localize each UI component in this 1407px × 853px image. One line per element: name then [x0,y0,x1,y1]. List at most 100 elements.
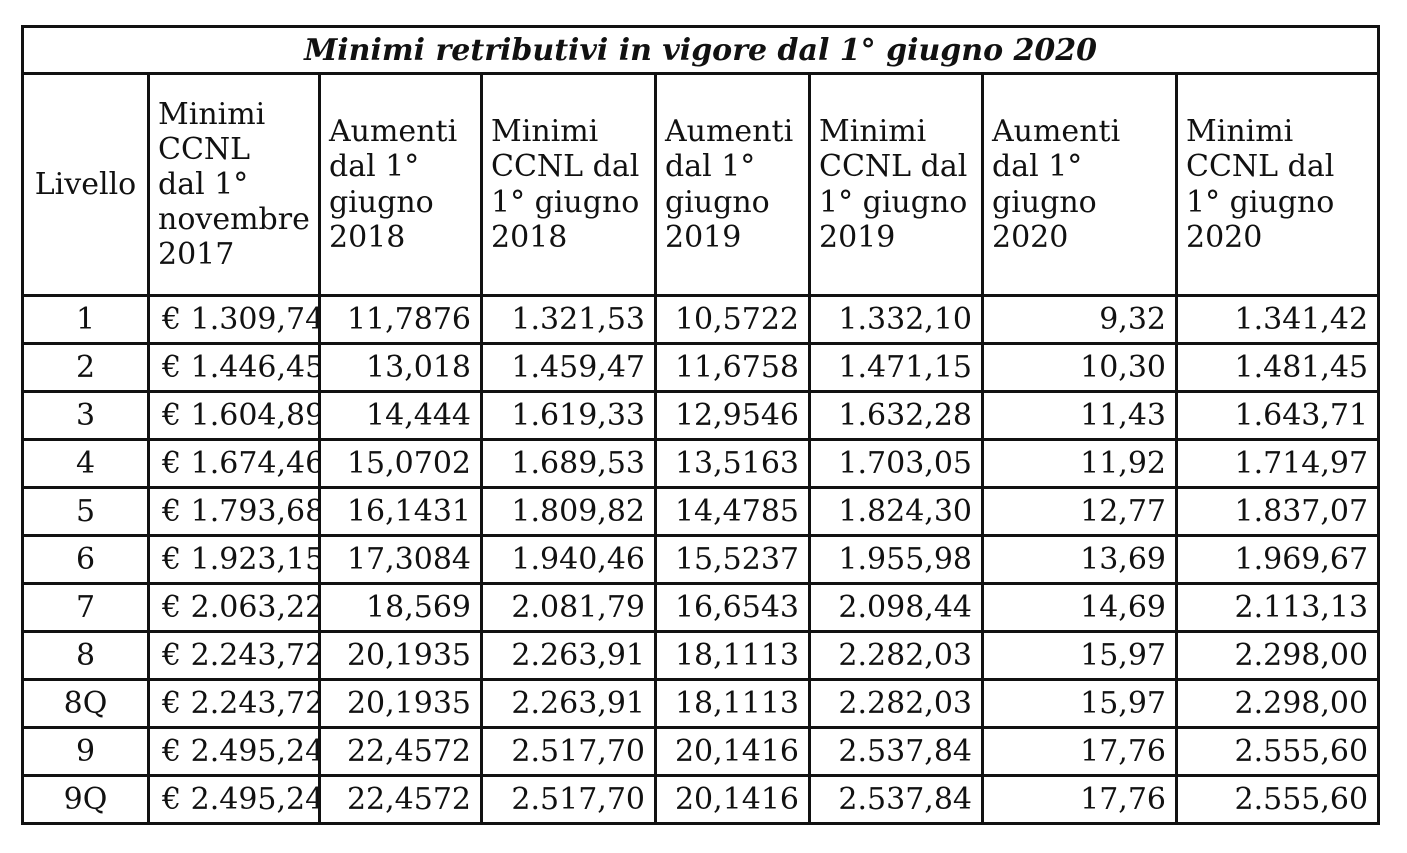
cell-minimi-2017: € 1.793,68 [147,486,321,537]
cell-minimi-2018: 1.809,82 [480,486,657,537]
cell-aumenti-2019: 20,1416 [654,726,811,777]
cell-livello: 4 [21,438,150,489]
salary-table-container: Minimi retributivi in vigore dal 1° giug… [20,25,1381,825]
cell-minimi-2019: 2.282,03 [808,630,984,681]
cell-aumenti-2020: 14,69 [981,582,1178,633]
cell-aumenti-2019: 18,1113 [654,630,811,681]
cell-aumenti-2019: 14,4785 [654,486,811,537]
cell-minimi-2020: 1.481,45 [1174,342,1381,393]
cell-aumenti-2018: 13,018 [318,342,483,393]
cell-minimi-2017: € 1.604,89 [147,390,321,441]
cell-aumenti-2020: 13,69 [981,534,1178,585]
table-row: 9Q € 2.495,24 22,4572 2.517,70 20,1416 2.537,… [21,774,1381,825]
cell-livello: 1 [21,294,150,345]
table-row: 7 € 2.063,22 18,569 2.081,79 16,6543 2.098,44… [21,582,1381,633]
table-row: 8Q € 2.243,72 20,1935 2.263,91 18,1113 2.282,… [21,678,1381,729]
cell-minimi-2017: € 1.309,74 [147,294,321,345]
cell-minimi-2018: 2.081,79 [480,582,657,633]
cell-aumenti-2019: 15,5237 [654,534,811,585]
cell-livello: 9Q [21,774,150,825]
cell-livello: 5 [21,486,150,537]
cell-minimi-2020: 2.298,00 [1174,630,1381,681]
cell-aumenti-2020: 15,97 [981,678,1178,729]
cell-aumenti-2018: 20,1935 [318,678,483,729]
cell-aumenti-2018: 14,444 [318,390,483,441]
cell-aumenti-2018: 16,1431 [318,486,483,537]
cell-minimi-2020: 2.555,60 [1174,774,1381,825]
cell-aumenti-2020: 9,32 [981,294,1178,345]
cell-aumenti-2020: 17,76 [981,774,1178,825]
cell-aumenti-2019: 13,5163 [654,438,811,489]
cell-aumenti-2019: 16,6543 [654,582,811,633]
cell-minimi-2019: 2.098,44 [808,582,984,633]
cell-minimi-2017: € 1.674,46 [147,438,321,489]
cell-minimi-2018: 1.459,47 [480,342,657,393]
cell-aumenti-2018: 22,4572 [318,726,483,777]
cell-aumenti-2018: 20,1935 [318,630,483,681]
table-row: 5 € 1.793,68 16,1431 1.809,82 14,4785 1.824,3… [21,486,1381,537]
cell-minimi-2018: 2.517,70 [480,774,657,825]
cell-livello: 9 [21,726,150,777]
table-row: 2 € 1.446,45 13,018 1.459,47 11,6758 1.471,15… [21,342,1381,393]
salary-minimums-table: Minimi retributivi in vigore dal 1° giug… [20,25,1381,825]
cell-minimi-2019: 1.955,98 [808,534,984,585]
cell-minimi-2017: € 2.063,22 [147,582,321,633]
cell-minimi-2019: 1.632,28 [808,390,984,441]
column-header-aumenti-2020: Aumenti dal 1° giugno 2020 [981,72,1178,297]
column-header-minimi-2020: Minimi CCNL dal 1° giugno 2020 [1174,72,1381,297]
cell-aumenti-2020: 11,43 [981,390,1178,441]
cell-minimi-2019: 1.471,15 [808,342,984,393]
cell-minimi-2020: 2.555,60 [1174,726,1381,777]
table-row: 3 € 1.604,89 14,444 1.619,33 12,9546 1.632,28… [21,390,1381,441]
cell-aumenti-2019: 20,1416 [654,774,811,825]
cell-minimi-2020: 1.714,97 [1174,438,1381,489]
cell-aumenti-2019: 10,5722 [654,294,811,345]
cell-minimi-2017: € 1.446,45 [147,342,321,393]
cell-minimi-2018: 2.517,70 [480,726,657,777]
column-header-aumenti-2019: Aumenti dal 1° giugno 2019 [654,72,811,297]
cell-minimi-2020: 1.341,42 [1174,294,1381,345]
cell-livello: 8Q [21,678,150,729]
cell-minimi-2017: € 2.495,24 [147,774,321,825]
column-header-minimi-2019: Minimi CCNL dal 1° giugno 2019 [808,72,984,297]
cell-aumenti-2018: 11,7876 [318,294,483,345]
cell-livello: 3 [21,390,150,441]
table-row: 9 € 2.495,24 22,4572 2.517,70 20,1416 2.537,8… [21,726,1381,777]
cell-minimi-2019: 2.282,03 [808,678,984,729]
table-body: 1 € 1.309,74 11,7876 1.321,53 10,5722 1.332,1… [21,294,1381,825]
cell-minimi-2019: 1.332,10 [808,294,984,345]
cell-minimi-2020: 2.113,13 [1174,582,1381,633]
cell-minimi-2020: 1.969,67 [1174,534,1381,585]
cell-aumenti-2019: 11,6758 [654,342,811,393]
cell-livello: 2 [21,342,150,393]
cell-minimi-2019: 1.824,30 [808,486,984,537]
table-title: Minimi retributivi in vigore dal 1° giug… [20,25,1381,75]
cell-livello: 6 [21,534,150,585]
cell-aumenti-2020: 15,97 [981,630,1178,681]
cell-minimi-2017: € 2.495,24 [147,726,321,777]
column-header-livello: Livello [21,72,150,297]
table-row: 8 € 2.243,72 20,1935 2.263,91 18,1113 2.282,0… [21,630,1381,681]
table-header-row: Livello Minimi CCNL dal 1° novembre 2017… [21,72,1381,297]
cell-minimi-2018: 1.619,33 [480,390,657,441]
cell-aumenti-2018: 18,569 [318,582,483,633]
cell-minimi-2019: 2.537,84 [808,774,984,825]
cell-minimi-2020: 2.298,00 [1174,678,1381,729]
table-row: 6 € 1.923,15 17,3084 1.940,46 15,5237 1.955,9… [21,534,1381,585]
cell-minimi-2018: 2.263,91 [480,630,657,681]
column-header-minimi-2018: Minimi CCNL dal 1° giugno 2018 [480,72,657,297]
cell-aumenti-2018: 17,3084 [318,534,483,585]
cell-minimi-2019: 2.537,84 [808,726,984,777]
table-title-row: Minimi retributivi in vigore dal 1° giug… [20,25,1381,75]
column-header-minimi-2017: Minimi CCNL dal 1° novembre 2017 [147,72,321,297]
table-row: 4 € 1.674,46 15,0702 1.689,53 13,5163 1.703,0… [21,438,1381,489]
cell-aumenti-2019: 12,9546 [654,390,811,441]
cell-minimi-2017: € 1.923,15 [147,534,321,585]
cell-minimi-2018: 1.689,53 [480,438,657,489]
cell-minimi-2018: 1.940,46 [480,534,657,585]
cell-aumenti-2020: 11,92 [981,438,1178,489]
cell-minimi-2018: 2.263,91 [480,678,657,729]
cell-livello: 7 [21,582,150,633]
cell-aumenti-2019: 18,1113 [654,678,811,729]
cell-aumenti-2018: 15,0702 [318,438,483,489]
